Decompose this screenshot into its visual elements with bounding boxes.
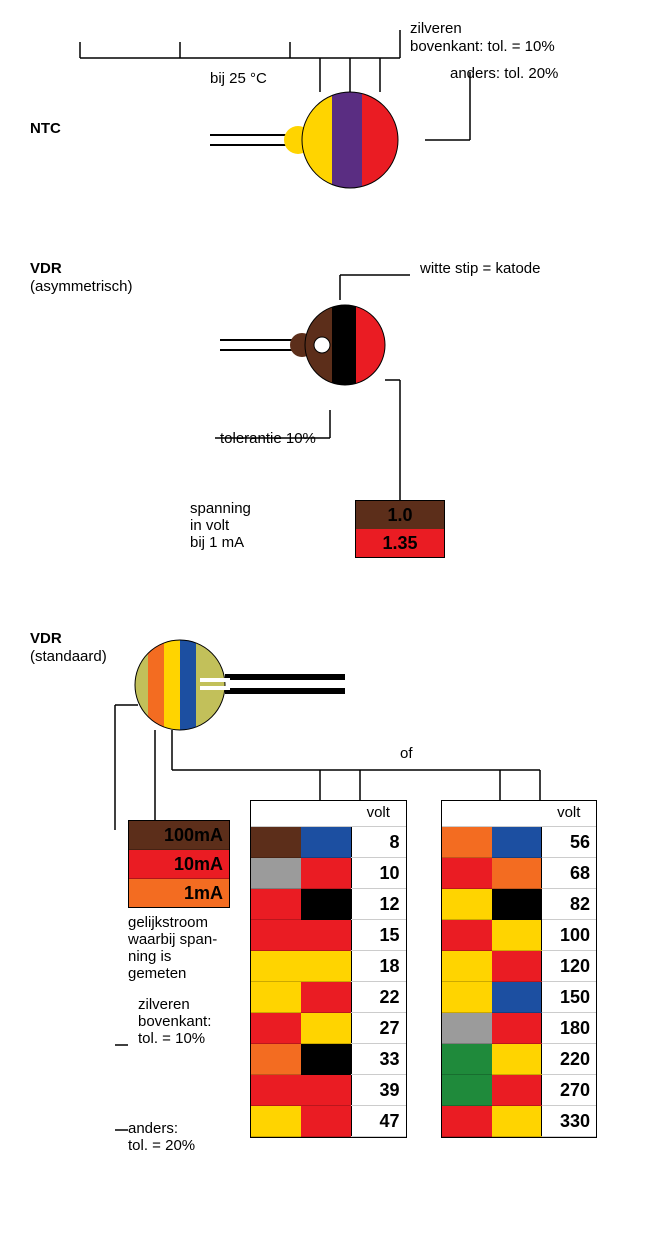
vdra-diagram (30, 260, 650, 590)
table-row: 39 (251, 1075, 406, 1106)
vdra-component-icon (290, 305, 386, 385)
table-row: 270 (442, 1075, 597, 1106)
table-row: 100 (442, 920, 597, 951)
vdrs-component-icon (135, 640, 225, 730)
vdra-voltbox: 1.01.35 (355, 500, 445, 558)
voltbox-row: 1.35 (356, 529, 444, 557)
table-row: 33 (251, 1044, 406, 1075)
vdrs-currentbox: 100mA10mA1mA (128, 820, 230, 908)
vdrs-tol20: anders: tol. = 20% (128, 1120, 195, 1154)
ntc-component-icon (284, 92, 398, 188)
table-row: 68 (442, 858, 597, 889)
table-row: 18 (251, 951, 406, 982)
table-row: 56 (442, 827, 597, 858)
table-row: 10 (251, 858, 406, 889)
current-row: 10mA (129, 850, 229, 879)
ntc-section: NTC bij 25 °C zilveren bovenkant: tol. =… (30, 20, 621, 220)
table-row: 150 (442, 982, 597, 1013)
white-dot-icon (314, 337, 330, 353)
table-row: 27 (251, 1013, 406, 1044)
table-row: 82 (442, 889, 597, 920)
table-row: 47 (251, 1106, 406, 1137)
vdrs-current-label: gelijkstroom waarbij span- ning is gemet… (128, 914, 230, 982)
table-row: 220 (442, 1044, 597, 1075)
ntc-diagram (30, 20, 650, 220)
table-row: 15 (251, 920, 406, 951)
table-row: 8 (251, 827, 406, 858)
vdrs-table2: volt566882100120150180220270330 (441, 800, 598, 1138)
table-row: 330 (442, 1106, 597, 1137)
table-row: 120 (442, 951, 597, 982)
vdrs-table1: volt8101215182227333947 (250, 800, 407, 1138)
vdr-std-section: VDR (standaard) of 100mA (30, 630, 621, 1190)
table-row: 180 (442, 1013, 597, 1044)
current-row: 1mA (129, 879, 229, 907)
table-row: 12 (251, 889, 406, 920)
vdrs-tol10: zilveren bovenkant: tol. = 10% (138, 996, 230, 1047)
vdrs-of: of (400, 745, 413, 762)
table-row: 22 (251, 982, 406, 1013)
current-row: 100mA (129, 821, 229, 850)
voltbox-row: 1.0 (356, 501, 444, 529)
vdr-asym-section: VDR (asymmetrisch) witte stip = katode t… (30, 260, 621, 590)
